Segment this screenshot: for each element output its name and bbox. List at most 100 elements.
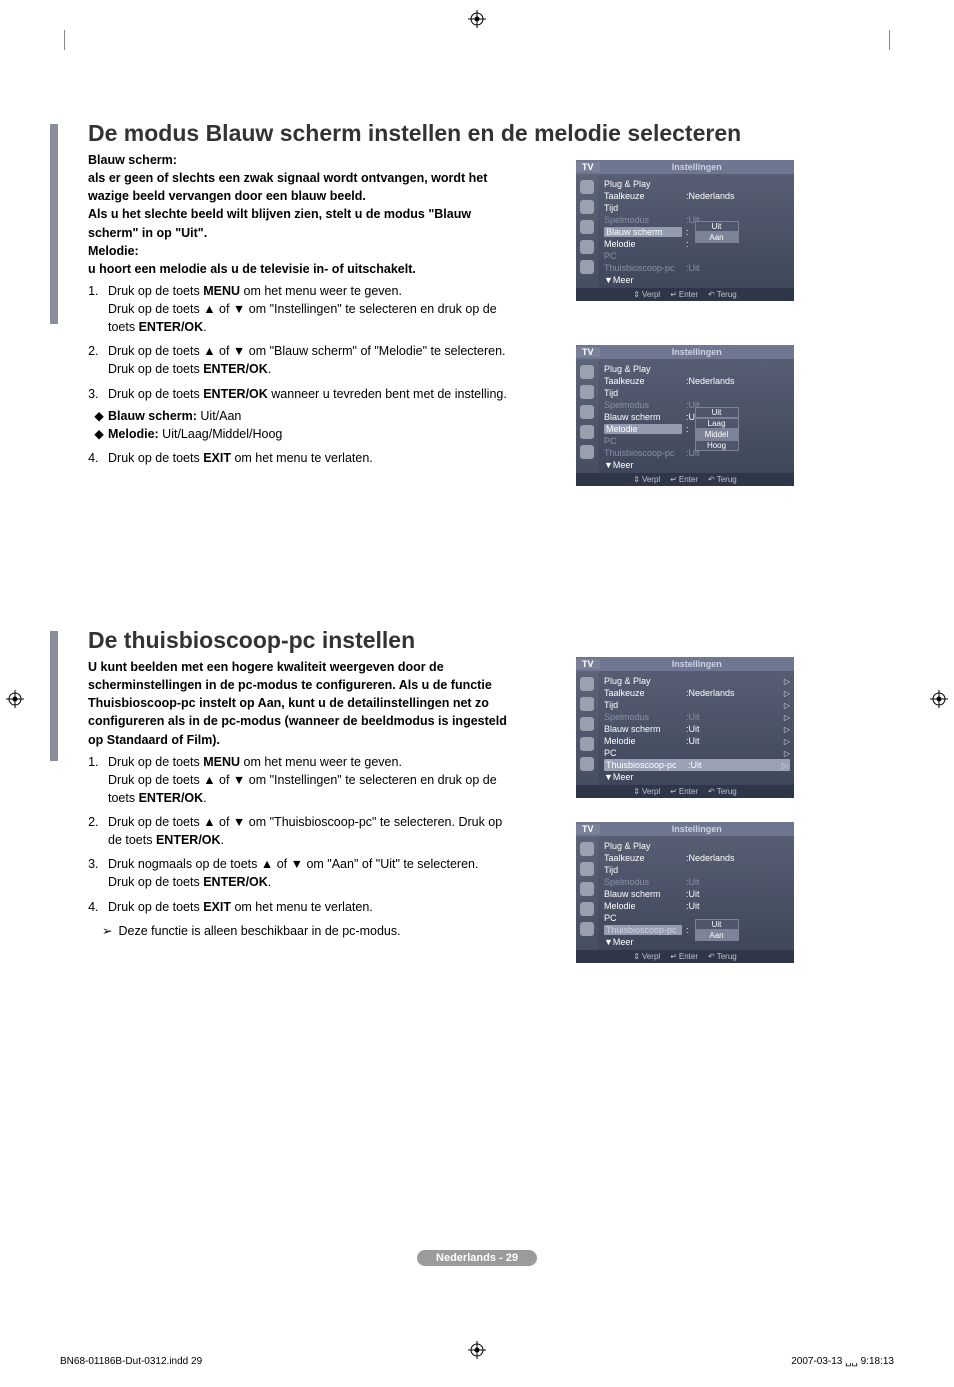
osd-panel-2: TV Instellingen Plug & Play Taalkeuze:Ne… (576, 345, 794, 486)
osd-option-selected[interactable]: Middel (695, 429, 739, 440)
section-content: U kunt beelden met een hogere kwaliteit … (88, 658, 518, 940)
osd-row[interactable]: Taalkeuze:Nederlands▷ (604, 687, 790, 699)
osd-row[interactable]: Taalkeuze:Nederlands (604, 190, 790, 202)
bullet-blauw: ◆Blauw scherm: Uit/Aan (94, 407, 518, 425)
page-number-badge: Nederlands - 29 (417, 1250, 537, 1266)
osd-icon (580, 260, 594, 274)
step-3: Druk nogmaals op de toets ▲ of ▼ om "Aan… (102, 855, 518, 891)
osd-sidebar-icons (576, 174, 598, 288)
osd-sidebar-icons (576, 836, 598, 950)
osd-title: Instellingen (600, 659, 794, 669)
osd-row: PC (604, 250, 790, 262)
osd-icon (580, 737, 594, 751)
osd-row[interactable]: Tijd (604, 387, 790, 399)
osd-row-selected[interactable]: Thuisbioscoop-pc: Uit Aan (604, 924, 790, 936)
osd-footer-back: Terug (708, 290, 737, 299)
section-title: De thuisbioscoop-pc instellen (88, 627, 894, 654)
osd-footer-enter: Enter (670, 952, 698, 961)
osd-tv-label: TV (576, 162, 600, 172)
osd-row[interactable]: Tijd (604, 202, 790, 214)
osd-row[interactable]: PC▷ (604, 747, 790, 759)
osd-header: TV Instellingen (576, 657, 794, 671)
osd-row-meer[interactable]: ▼Meer (604, 771, 790, 783)
osd-icon (580, 425, 594, 439)
osd-title: Instellingen (600, 162, 794, 172)
osd-row[interactable]: Taalkeuze:Nederlands (604, 375, 790, 387)
step-3: Druk op de toets ENTER/OK wanneer u tevr… (102, 385, 518, 443)
osd-footer-back: Terug (708, 952, 737, 961)
step-2: Druk op de toets ▲ of ▼ om "Thuisbioscoo… (102, 813, 518, 849)
osd-icon (580, 200, 594, 214)
osd-list: Plug & Play▷ Taalkeuze:Nederlands▷ Tijd▷… (598, 671, 794, 785)
osd-footer-back: Terug (708, 787, 737, 796)
osd-row[interactable]: Plug & Play (604, 840, 790, 852)
osd-sidebar-icons (576, 671, 598, 785)
osd-row[interactable]: Melodie:Uit (604, 900, 790, 912)
osd-icon (580, 677, 594, 691)
osd-panel-3: TV Instellingen Plug & Play▷ Taalkeuze:N… (576, 657, 794, 798)
osd-tv-label: TV (576, 347, 600, 357)
osd-option[interactable]: Uit (695, 221, 739, 232)
osd-row-meer[interactable]: ▼Meer (604, 459, 790, 471)
osd-icon (580, 717, 594, 731)
footer-file: BN68-01186B-Dut-0312.indd 29 (60, 1356, 202, 1367)
osd-panel-1: TV Instellingen Plug & Play Taalkeuze:Ne… (576, 160, 794, 301)
steps-list: Druk op de toets MENU om het menu weer t… (102, 282, 518, 467)
osd-icon (580, 842, 594, 856)
osd-footer: Verpl Enter Terug (576, 473, 794, 486)
osd-row: Thuisbioscoop-pc:Uit (604, 262, 790, 274)
osd-footer-move: Verpl (633, 290, 660, 299)
osd-row[interactable]: Tijd▷ (604, 699, 790, 711)
osd-footer-enter: Enter (670, 290, 698, 299)
osd-sidebar-icons (576, 359, 598, 473)
section-vbar (50, 631, 58, 761)
osd-row: Spelmodus:Uit (604, 876, 790, 888)
osd-option[interactable]: Laag (695, 418, 739, 429)
osd-row-meer[interactable]: ▼Meer (604, 274, 790, 286)
osd-row: Thuisbioscoop-pc:Uit (604, 447, 790, 459)
intro-text: Blauw scherm: als er geen of slechts een… (88, 151, 518, 278)
osd-icon (580, 365, 594, 379)
osd-option[interactable]: Uit (695, 407, 739, 418)
section-title: De modus Blauw scherm instellen en de me… (88, 120, 894, 147)
osd-row-selected[interactable]: Melodie: Uit Laag Middel Hoog (604, 423, 790, 435)
reg-mark-bottom (468, 1341, 486, 1359)
osd-row[interactable]: Blauw scherm:Uit▷ (604, 723, 790, 735)
osd-row-selected[interactable]: Thuisbioscoop-pc:Uit▷ (604, 759, 790, 771)
osd-row[interactable]: Taalkeuze:Nederlands (604, 852, 790, 864)
osd-option-selected[interactable]: Aan (695, 232, 739, 243)
osd-icon (580, 385, 594, 399)
osd-footer-enter: Enter (670, 787, 698, 796)
osd-footer: Verpl Enter Terug (576, 288, 794, 301)
osd-option-selected[interactable]: Aan (695, 930, 739, 941)
osd-icon (580, 220, 594, 234)
steps-list: Druk op de toets MENU om het menu weer t… (102, 753, 518, 916)
note: Deze functie is alleen beschikbaar in de… (102, 922, 518, 940)
osd-row[interactable]: Melodie:Uit▷ (604, 735, 790, 747)
osd-row[interactable]: Plug & Play (604, 363, 790, 375)
osd-row[interactable]: Blauw scherm:Uit (604, 888, 790, 900)
osd-row[interactable]: Tijd (604, 864, 790, 876)
osd-icon (580, 757, 594, 771)
step-4: Druk op de toets EXIT om het menu te ver… (102, 898, 518, 916)
osd-title: Instellingen (600, 824, 794, 834)
osd-list: Plug & Play Taalkeuze:Nederlands Tijd Sp… (598, 174, 794, 288)
osd-header: TV Instellingen (576, 345, 794, 359)
osd-option[interactable]: Uit (695, 919, 739, 930)
osd-tv-label: TV (576, 659, 600, 669)
osd-icon (580, 180, 594, 194)
osd-icon (580, 445, 594, 459)
osd-list: Plug & Play Taalkeuze:Nederlands Tijd Sp… (598, 836, 794, 950)
osd-row[interactable]: Plug & Play▷ (604, 675, 790, 687)
osd-header: TV Instellingen (576, 160, 794, 174)
osd-row[interactable]: Plug & Play (604, 178, 790, 190)
section-blauw-scherm: De modus Blauw scherm instellen en de me… (60, 120, 894, 467)
intro-text: U kunt beelden met een hogere kwaliteit … (88, 658, 518, 749)
osd-footer: Verpl Enter Terug (576, 785, 794, 798)
step-1: Druk op de toets MENU om het menu weer t… (102, 282, 518, 336)
bullet-melodie: ◆Melodie: Uit/Laag/Middel/Hoog (94, 425, 518, 443)
osd-row-selected[interactable]: Blauw scherm: Uit Aan (604, 226, 790, 238)
osd-icon (580, 902, 594, 916)
page: De modus Blauw scherm instellen en de me… (0, 20, 954, 1336)
section-vbar (50, 124, 58, 324)
